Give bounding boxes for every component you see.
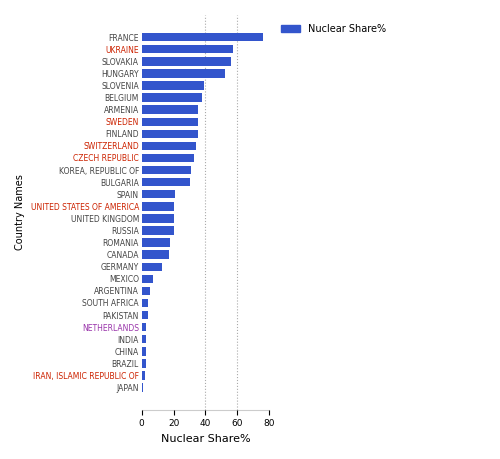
Bar [142, 142, 196, 150]
Bar [142, 129, 198, 138]
Bar [142, 323, 146, 331]
Bar [142, 287, 150, 295]
Bar [142, 226, 174, 235]
Bar [142, 299, 148, 307]
Bar [142, 359, 146, 368]
Bar [142, 202, 174, 211]
Bar [142, 33, 263, 41]
Bar [142, 106, 198, 114]
Bar [142, 154, 195, 162]
Y-axis label: Country Names: Country Names [15, 174, 25, 250]
Bar [142, 335, 146, 343]
Bar [142, 166, 191, 174]
Bar [142, 263, 163, 271]
Bar [142, 190, 175, 198]
Bar [142, 118, 198, 126]
Bar [142, 371, 145, 380]
Bar [142, 347, 146, 356]
Bar [142, 214, 174, 223]
Bar [142, 311, 148, 319]
Bar [142, 238, 171, 247]
X-axis label: Nuclear Share%: Nuclear Share% [160, 434, 250, 444]
Bar [142, 81, 204, 90]
Bar [142, 57, 231, 66]
Bar [142, 251, 169, 259]
Bar [142, 45, 233, 54]
Bar [142, 178, 190, 186]
Legend: Nuclear Share%: Nuclear Share% [276, 20, 390, 38]
Bar [142, 383, 144, 392]
Bar [142, 93, 203, 102]
Bar [142, 69, 224, 78]
Bar [142, 274, 153, 283]
